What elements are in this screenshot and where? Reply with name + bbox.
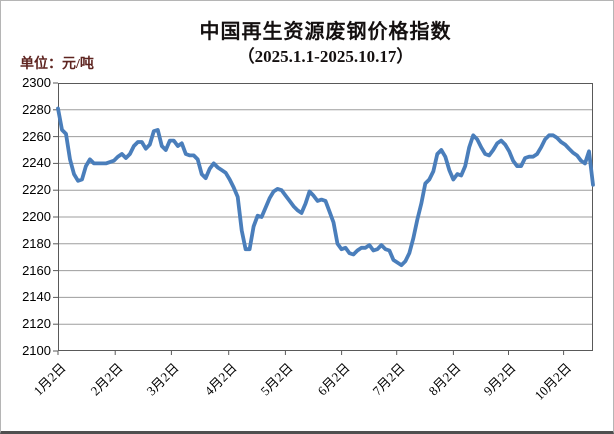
y-axis-label: 2240 — [22, 155, 51, 171]
price-series-line — [56, 106, 595, 268]
plot-border — [58, 83, 593, 351]
x-axis-label: 10月2日 — [531, 360, 575, 403]
y-axis-label: 2160 — [22, 262, 51, 278]
y-axis-label: 2260 — [22, 128, 51, 144]
x-axis-label: 6月2日 — [314, 360, 353, 399]
y-axis-label: 2180 — [22, 235, 51, 251]
y-axis-label: 2200 — [22, 209, 51, 224]
chart-subtitle: （2025.1.1-2025.10.17） — [237, 47, 414, 66]
x-axis-label: 3月2日 — [143, 360, 183, 399]
y-axis-label: 2120 — [22, 316, 51, 332]
y-axis-label: 2280 — [22, 101, 51, 117]
x-axis-label: 7月2日 — [369, 360, 408, 399]
y-axis-label: 2140 — [22, 289, 51, 305]
x-axis-label: 9月2日 — [481, 360, 520, 399]
y-axis-label: 2100 — [22, 343, 51, 358]
chart-title: 中国再生资源废钢价格指数 — [199, 21, 452, 43]
plot-area — [53, 82, 595, 355]
x-axis-label: 4月2日 — [201, 360, 240, 399]
x-axis-label: 1月2日 — [30, 360, 69, 399]
unit-label: 单位：元/吨 — [20, 57, 94, 72]
x-axis-label: 2月2日 — [87, 360, 126, 399]
x-axis-label: 5月2日 — [257, 360, 297, 399]
y-axis-label: 2220 — [22, 182, 51, 198]
y-axis-label: 2300 — [22, 75, 51, 90]
x-axis-label: 8月2日 — [425, 360, 465, 399]
